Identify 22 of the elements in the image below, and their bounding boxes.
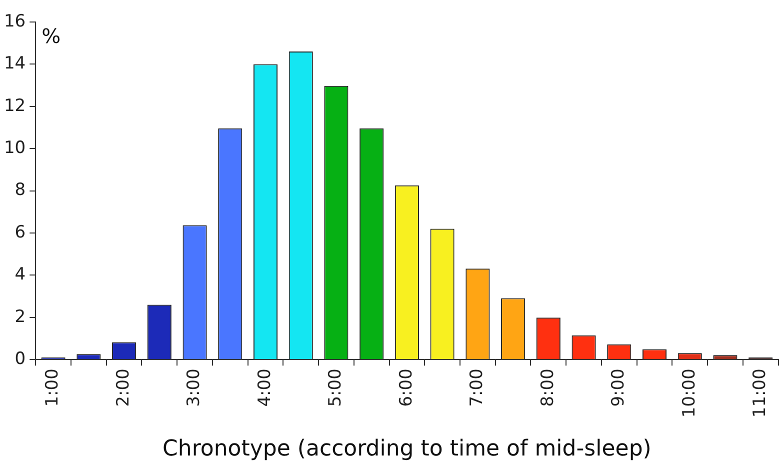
x-axis-title: Chronotype (according to time of mid-sleep) [162,436,652,462]
x-tick-label: 10:00 [679,368,700,418]
y-axis-title: % [42,24,61,48]
y-tick-label: 12 [4,96,26,116]
x-tick-label: 11:00 [750,368,770,418]
y-tick-label: 10 [4,138,26,158]
y-tick-label: 4 [14,264,26,285]
x-tick-label: 1:00 [42,368,63,407]
y-tick-label: 6 [14,222,26,242]
x-tick-label: 3:00 [184,368,204,407]
y-tick-label: 2 [14,306,26,327]
x-tick-label: 2:00 [113,368,134,407]
x-tick-label: 8:00 [538,368,558,407]
x-tick-label: 7:00 [467,368,488,407]
x-tick-label: 6:00 [396,368,416,407]
x-tick-label: 5:00 [326,368,346,407]
y-tick-label: 16 [4,11,26,32]
y-tick-label: 0 [14,349,26,370]
x-tick-label: 4:00 [254,368,275,407]
y-tick-label: 8 [14,180,26,200]
x-tick-label: 9:00 [608,368,629,407]
y-tick-label: 14 [4,54,26,74]
